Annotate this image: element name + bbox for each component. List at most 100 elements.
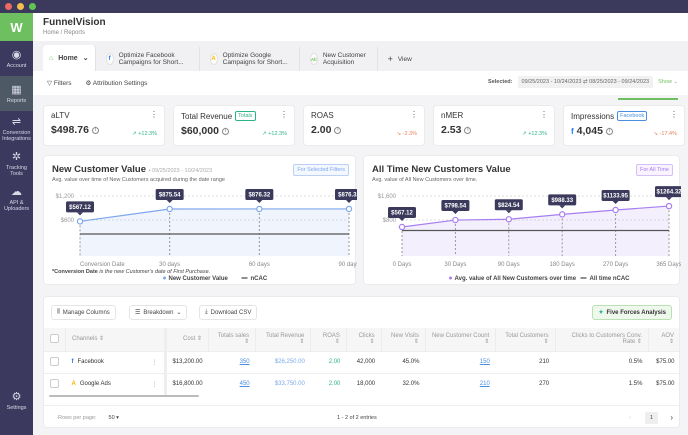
route-icon: ⇌ xyxy=(11,115,22,128)
for-selected-filters-badge[interactable]: For Selected Filters xyxy=(293,164,349,176)
column-header[interactable]: Total Customers ⇕ xyxy=(495,328,556,351)
data-label: $1264.32 xyxy=(655,186,681,201)
data-point[interactable] xyxy=(612,206,619,214)
data-point[interactable] xyxy=(256,205,263,213)
data-point[interactable] xyxy=(345,205,353,213)
column-header[interactable]: Total Revenue ⇕ xyxy=(255,328,312,351)
info-icon[interactable]: i xyxy=(605,127,613,135)
column-header[interactable]: AOV ⇕ xyxy=(648,328,679,351)
row-select[interactable] xyxy=(44,350,66,373)
more-options-icon[interactable]: ⋮ xyxy=(670,110,678,119)
select-all-header[interactable] xyxy=(44,328,66,351)
kpi-card: ROAS 2.00 i ↘ -2.3% ⋮ xyxy=(303,105,425,146)
add-view-label: View xyxy=(397,55,412,63)
sidebar-item-tracking-tools[interactable]: ✲ Tracking Tools xyxy=(0,146,33,181)
more-options-icon[interactable]: ⋮ xyxy=(540,110,548,119)
sidebar-item-conversion-integrations[interactable]: ⇌ Conversion Integrations xyxy=(0,111,33,146)
sidebar-item-settings[interactable]: ⚙ Settings xyxy=(0,383,33,418)
row-menu-icon[interactable]: ⋮ xyxy=(145,372,167,395)
attribution-settings-button[interactable]: ⚙ Attribution Settings xyxy=(86,79,148,87)
for-all-time-badge[interactable]: For All Time xyxy=(635,164,673,176)
revenue-cell: $26,250.00 xyxy=(255,350,311,373)
select-all-checkbox[interactable] xyxy=(50,333,59,343)
row-checkbox[interactable] xyxy=(50,378,59,388)
row-checkbox[interactable] xyxy=(50,356,59,366)
filters-button[interactable]: ▽ Filters xyxy=(47,79,72,87)
channel-cell: A Google Ads xyxy=(65,372,146,395)
add-view-button[interactable]: + View xyxy=(382,47,418,71)
x-tick-label: 365 Days xyxy=(656,262,681,268)
sidebar-item-reports[interactable]: ▦ Reports xyxy=(0,76,33,111)
info-icon[interactable]: i xyxy=(464,126,472,134)
kpi-value: 2.00 xyxy=(311,124,332,136)
svg-text:$876.32: $876.32 xyxy=(338,192,357,198)
sales-link[interactable]: 450 xyxy=(208,372,256,395)
column-header[interactable]: Cost ⇕ xyxy=(165,328,210,351)
sales-link[interactable]: 350 xyxy=(208,350,256,373)
kpi-name: Total Revenue xyxy=(181,111,233,121)
column-header[interactable]: New Visits ⇕ xyxy=(381,328,426,351)
more-options-icon[interactable]: ⋮ xyxy=(410,110,418,119)
kpi-value: 2.53 xyxy=(441,124,462,136)
column-header[interactable]: New Customer Count ⇕ xyxy=(425,328,497,351)
x-tick-label: 90 Days xyxy=(498,262,520,268)
chart-title: All Time New Customers Value xyxy=(372,164,511,175)
gear-icon: ⚙ xyxy=(11,390,22,403)
y-tick-label: $800 xyxy=(383,218,397,224)
clicks-cell: 42,000 xyxy=(346,350,382,373)
rows-per-page-select[interactable]: 50 ▾ xyxy=(108,414,119,421)
info-icon[interactable]: i xyxy=(91,126,99,134)
more-options-icon[interactable]: ⋮ xyxy=(150,110,158,119)
data-point[interactable] xyxy=(166,205,173,213)
five-forces-analysis-button[interactable]: ✦ Five Forces Analysis xyxy=(592,305,672,320)
info-icon[interactable]: i xyxy=(334,126,342,134)
manage-columns-button[interactable]: ⫼ Manage Columns xyxy=(51,305,116,320)
kpi-change: ↘ -17.4% xyxy=(653,131,677,137)
column-header[interactable]: Clicks ⇕ xyxy=(346,328,382,351)
tab-home[interactable]: ⌂ Home ⌄ xyxy=(43,45,96,71)
sidebar-item-label: Account xyxy=(6,62,27,69)
show-dropdown[interactable]: Show ⌄ xyxy=(658,79,678,85)
sidebar-item-api-uploaders[interactable]: ☁ API & Uploaders xyxy=(0,181,33,216)
new-customer-value-card: New Customer Value • 09/25/2023 - 10/24/… xyxy=(43,155,357,285)
x-tick-label: 90 days xyxy=(338,262,357,268)
new-customer-count-link[interactable]: 210 xyxy=(425,372,496,395)
kpi-card: Impressions Facebook f 4,045 i ↘ -17.4% ⋮ xyxy=(563,105,685,146)
minimize-window-button[interactable] xyxy=(17,3,24,10)
data-point[interactable] xyxy=(452,216,459,224)
page-1-button[interactable]: 1 xyxy=(644,411,658,424)
row-select[interactable] xyxy=(44,372,66,395)
svg-text:New Customer Value: New Customer Value xyxy=(169,276,229,282)
horizontal-scrollbar[interactable] xyxy=(49,395,199,397)
new-customer-count-link[interactable]: 150 xyxy=(425,350,496,373)
info-icon[interactable]: i xyxy=(221,127,229,135)
row-menu-icon[interactable]: ⋮ xyxy=(145,350,167,373)
next-page-button[interactable]: › xyxy=(670,413,673,422)
date-range-picker[interactable]: 09/25/2023 - 10/24/2023 ⇄ 08/25/2023 - 0… xyxy=(517,76,654,88)
data-point[interactable] xyxy=(505,216,512,223)
data-point[interactable] xyxy=(665,202,673,210)
data-point[interactable] xyxy=(76,218,84,225)
column-header[interactable]: Clicks to Customers Conv. Rate ⇕ xyxy=(555,328,649,351)
tab-facebook[interactable]: f Optimize Facebook Campaigns for Short..… xyxy=(100,47,200,71)
logo[interactable]: W xyxy=(0,13,33,41)
column-header[interactable]: Channels ⇕ xyxy=(65,328,167,351)
data-point[interactable] xyxy=(398,223,406,231)
data-point[interactable] xyxy=(558,211,566,218)
column-header[interactable]: Totals sales ⇕ xyxy=(208,328,257,351)
close-window-button[interactable] xyxy=(5,3,12,10)
total-customers-cell: 210 xyxy=(495,350,556,373)
button-label: Breakdown xyxy=(143,309,174,316)
maximize-window-button[interactable] xyxy=(29,3,36,10)
x-tick-label: 30 Days xyxy=(444,262,466,268)
download-csv-button[interactable]: ⤓ Download CSV xyxy=(199,305,258,320)
prev-page-button[interactable]: ‹ xyxy=(629,414,631,421)
tab-google[interactable]: A Optimize Google Campaigns for Short... xyxy=(204,47,300,71)
more-options-icon[interactable]: ⋮ xyxy=(280,110,288,119)
breakdown-dropdown[interactable]: ☰ Breakdown ⌄ xyxy=(129,305,188,320)
chart-legend: New Customer Value nCAC xyxy=(163,276,268,282)
column-header[interactable]: ROAS ⇕ xyxy=(310,328,347,351)
selected-label: Selected: xyxy=(488,79,513,85)
tab-new-customer[interactable]: All New Customer Acquisition xyxy=(304,47,378,71)
sidebar-item-account[interactable]: ◉ Account xyxy=(0,41,33,76)
